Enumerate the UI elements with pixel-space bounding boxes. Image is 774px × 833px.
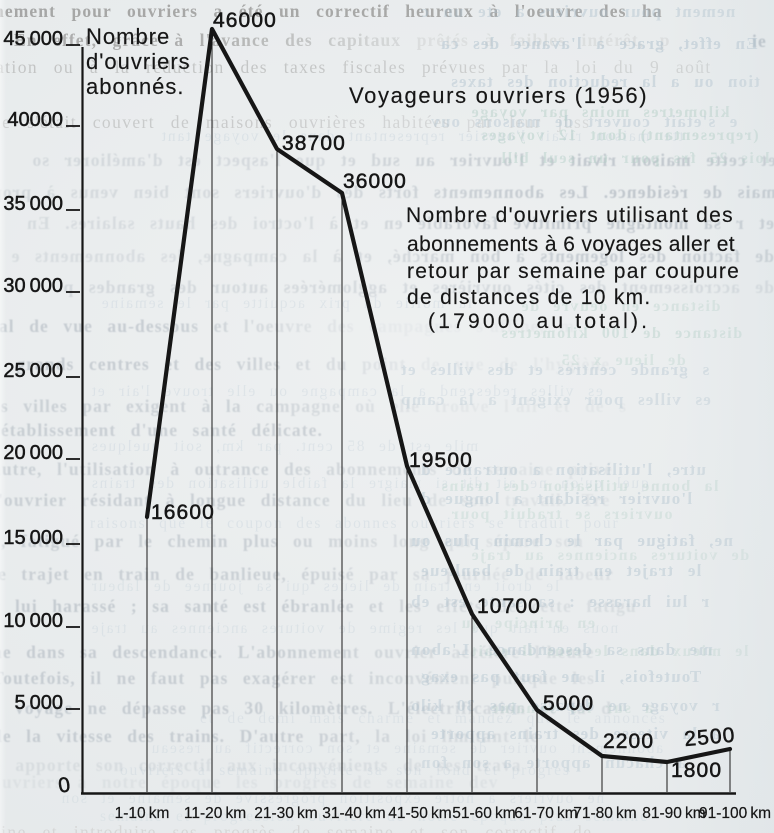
svg-text:d'ouvriers: d'ouvriers — [86, 49, 191, 74]
svg-text:5 000: 5 000 — [15, 692, 64, 714]
svg-text:45 000: 45 000 — [3, 28, 63, 50]
svg-text:25 000: 25 000 — [3, 360, 63, 382]
svg-text:91-100 km: 91-100 km — [699, 805, 771, 822]
svg-text:retour par semaine par coupure: retour par semaine par coupure — [407, 260, 740, 283]
svg-text:38700: 38700 — [282, 132, 346, 155]
svg-text:0: 0 — [57, 773, 72, 797]
svg-text:abonnements à 6 voyages aller: abonnements à 6 voyages aller et — [407, 233, 735, 256]
svg-text:40000: 40000 — [7, 109, 63, 131]
svg-text:51-60 km: 51-60 km — [452, 805, 515, 822]
svg-text:71-80 km: 71-80 km — [573, 805, 636, 822]
svg-text:abonnés.: abonnés. — [86, 74, 185, 99]
svg-text:Nombre: Nombre — [86, 24, 170, 49]
svg-text:61-70 km: 61-70 km — [514, 805, 577, 822]
svg-text:10700: 10700 — [477, 595, 541, 618]
svg-text:21-30 km: 21-30 km — [254, 805, 317, 822]
svg-text:35 000: 35 000 — [3, 193, 63, 215]
svg-text:(179000 au total).: (179000 au total). — [428, 310, 650, 333]
svg-text:19500: 19500 — [409, 449, 473, 472]
svg-text:11-20 km: 11-20 km — [184, 805, 246, 822]
svg-text:15 000: 15 000 — [3, 527, 63, 549]
svg-text:30 000: 30 000 — [3, 275, 63, 297]
svg-text:Nombre d'ouvriers utilisant de: Nombre d'ouvriers utilisant des — [406, 204, 734, 227]
svg-text:81-90 km: 81-90 km — [642, 805, 705, 822]
svg-text:1-10 km: 1-10 km — [115, 805, 170, 822]
svg-text:2200: 2200 — [603, 730, 654, 753]
svg-text:36000: 36000 — [343, 170, 407, 193]
svg-text:10 000: 10 000 — [3, 610, 63, 632]
svg-text:5000: 5000 — [543, 692, 594, 715]
svg-text:de distances de 10 km.: de distances de 10 km. — [407, 286, 652, 309]
svg-text:20 000: 20 000 — [3, 442, 63, 464]
svg-text:1800: 1800 — [671, 759, 722, 782]
svg-text:31-40 km: 31-40 km — [322, 805, 385, 822]
svg-text:2500: 2500 — [683, 724, 736, 751]
svg-text:46000: 46000 — [213, 9, 277, 32]
svg-text:Voyageurs ouvriers (1956): Voyageurs ouvriers (1956) — [349, 83, 648, 108]
svg-text:16600: 16600 — [151, 501, 215, 524]
svg-text:41-50 km: 41-50 km — [388, 805, 451, 822]
